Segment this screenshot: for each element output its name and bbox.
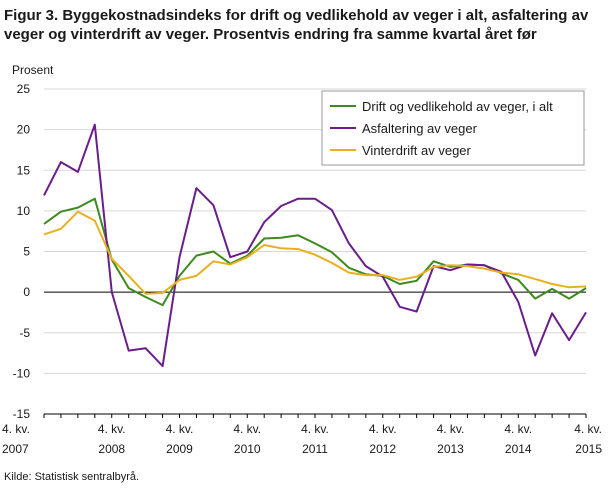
x-tick-label-year: 2015: [575, 442, 602, 456]
y-tick-label: 20: [17, 123, 31, 137]
x-tick-label-quarter: 4. kv.: [2, 422, 30, 436]
series-lines: [43, 123, 587, 368]
x-tick-label-quarter: 4. kv.: [98, 422, 126, 436]
x-tick-label-year: 2010: [234, 442, 261, 456]
y-tick-label: -15: [13, 407, 31, 421]
x-tick-label-quarter: 4. kv.: [369, 422, 397, 436]
x-tick-label-year: 2008: [98, 442, 125, 456]
legend-label: Asfaltering av veger: [362, 121, 478, 136]
figure-title: Figur 3. Byggekostnadsindeks for drift o…: [4, 7, 589, 43]
y-tick-label: 5: [23, 245, 30, 259]
x-tick-label-quarter: 4. kv.: [437, 422, 465, 436]
legend: Drift og vedlikehold av veger, i alt Asfa…: [321, 90, 585, 166]
x-tick-label-year: 2007: [2, 442, 29, 456]
x-tick-label-quarter: 4. kv.: [504, 422, 532, 436]
y-tick-label: -5: [19, 326, 30, 340]
y-tick-label: 10: [17, 204, 31, 218]
x-tick-label-year: 2011: [302, 442, 328, 456]
series-line-2: [43, 123, 587, 368]
x-tick-label-year: 2009: [166, 442, 193, 456]
x-tick-label-quarter: 4. kv.: [166, 422, 194, 436]
legend-box: [321, 90, 585, 166]
x-tick-label-quarter: 4. kv.: [574, 422, 602, 436]
series-line-3: [43, 210, 587, 295]
y-tick-label: 0: [23, 285, 30, 299]
legend-label: Drift og vedlikehold av veger, i alt: [362, 99, 553, 114]
x-tick-label-year: 2014: [505, 442, 532, 456]
y-tick-label: 15: [17, 163, 31, 177]
y-axis-label: Prosent: [12, 63, 54, 77]
legend-label: Vinterdrift av veger: [362, 143, 472, 158]
x-tick-label-quarter: 4. kv.: [301, 422, 329, 436]
y-tick-label: 25: [17, 82, 31, 96]
x-axis: 4. kv. 2007 4. kv. 2008 4. kv. 2009 4. kv. 2010…: [2, 413, 602, 456]
x-tick-label-quarter: 4. kv.: [233, 422, 261, 436]
y-tick-label: -10: [13, 366, 31, 380]
y-axis-ticks: -15 -10 -5 0 5 10 15 20 25: [13, 82, 31, 421]
x-tick-label-year: 2013: [437, 442, 464, 456]
source-note: Kilde: Statistisk sentralbyrå.: [4, 471, 140, 483]
x-tick-label-year: 2012: [369, 442, 396, 456]
